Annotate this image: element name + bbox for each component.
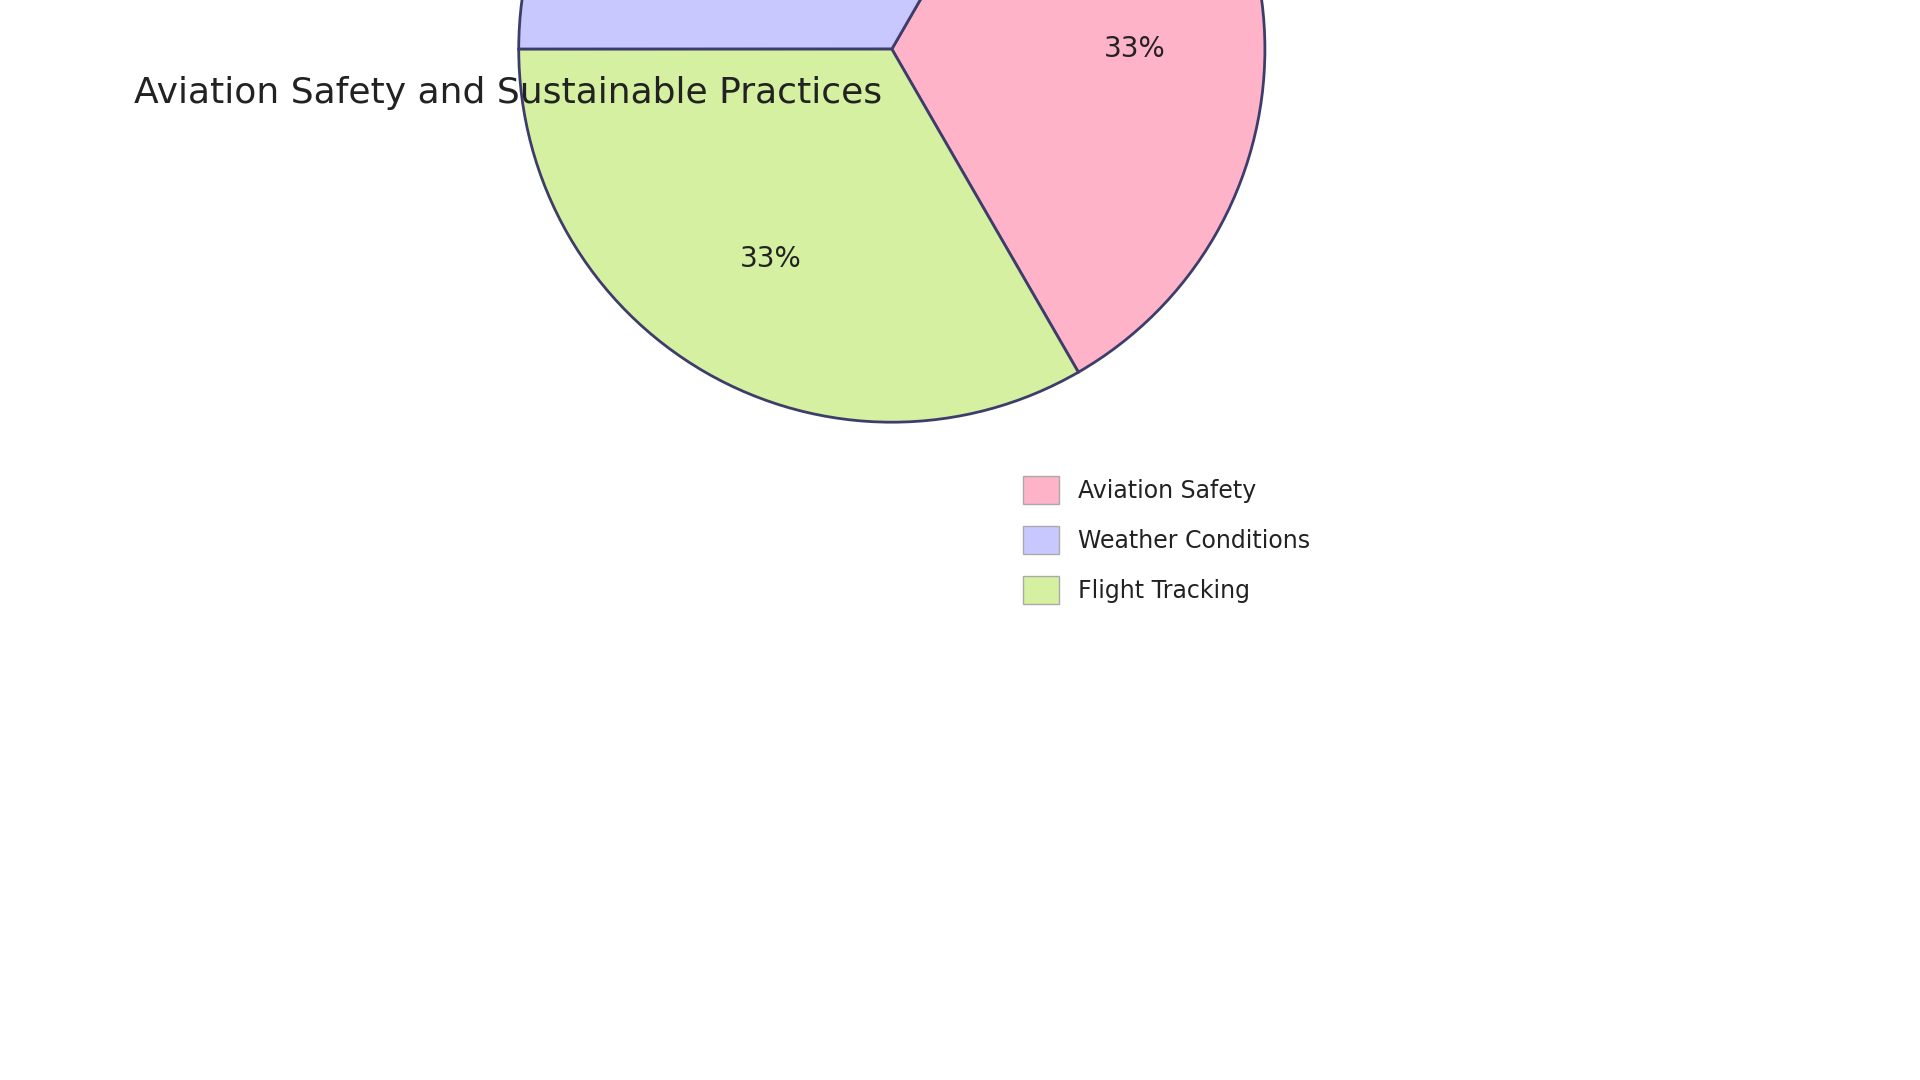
Wedge shape <box>891 0 1265 373</box>
Text: Aviation Safety and Sustainable Practices: Aviation Safety and Sustainable Practice… <box>134 76 883 109</box>
Text: 33%: 33% <box>1104 35 1165 63</box>
Text: 33%: 33% <box>739 245 801 273</box>
Legend: Aviation Safety, Weather Conditions, Flight Tracking: Aviation Safety, Weather Conditions, Fli… <box>1023 475 1309 605</box>
Wedge shape <box>518 0 1079 50</box>
Wedge shape <box>518 49 1079 422</box>
